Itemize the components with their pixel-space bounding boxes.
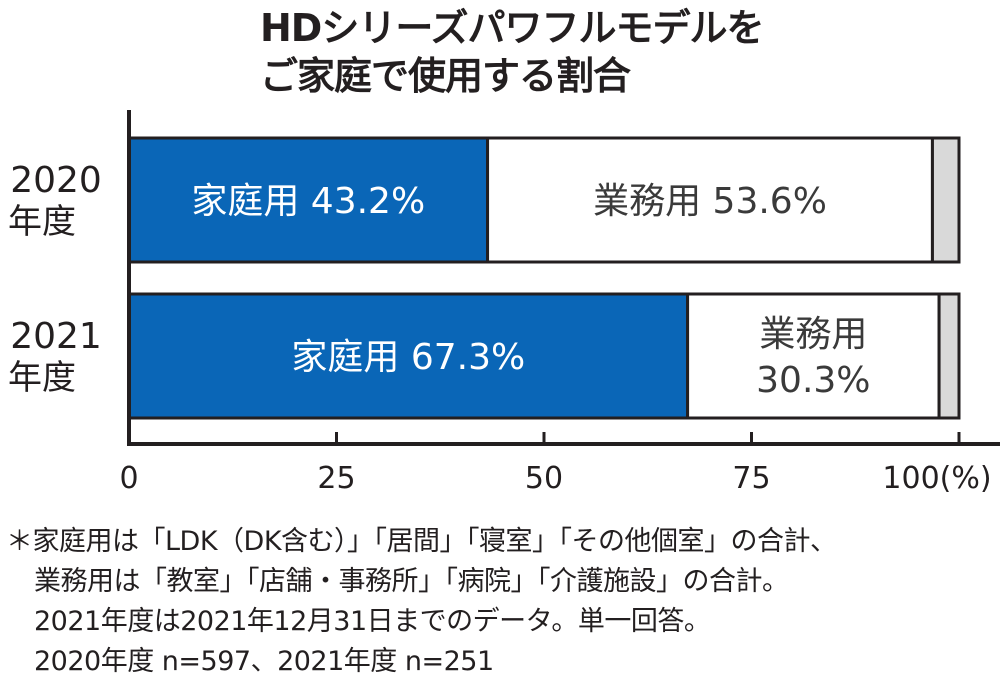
data-label-2-1-1: 家庭用 67.3%	[291, 337, 525, 378]
category-label-1-year: 2020	[10, 160, 102, 201]
data-label-2-2-2: 30.3%	[756, 360, 870, 401]
footnote: ＊家庭用は「LDK（DK含む）」「居間」「寝室」「その他個室」の合計、 業務用は…	[6, 522, 837, 682]
bars-layer: 家庭用 43.2% 業務用 53.6% 家庭用 67.3% 業務用 30.3%	[127, 136, 961, 420]
chart-title-line-2: ご家庭で使用する割合	[260, 54, 631, 98]
category-label-1-suffix: 年度	[8, 202, 76, 242]
footnote-line-2: 業務用は「教室」「店舗・事務所」「病院」「介護施設」の合計。	[34, 566, 789, 597]
stacked-bar-chart: 家庭用 43.2% 業務用 53.6% 家庭用 67.3% 業務用 30.3% 0 25 5…	[8, 110, 1000, 496]
x-tick-label-2: 25	[317, 461, 355, 496]
data-label-1-2-1: 業務用 53.6%	[593, 181, 827, 222]
data-label-2-2-1: 業務用	[759, 314, 867, 355]
footnote-line-3: 2021年度は2021年12月31日までのデータ。単一回答。	[34, 606, 711, 637]
chart-title-line-1: HDシリーズパワフルモデルを	[260, 6, 764, 50]
footnote-line-4: 2020年度 n=597、2021年度 n=251	[34, 646, 494, 677]
footnote-line-1: ＊家庭用は「LDK（DK含む）」「居間」「寝室」「その他個室」の合計、	[6, 526, 837, 557]
category-label-2-suffix: 年度	[8, 358, 76, 398]
category-label-2-year: 2021	[10, 316, 102, 357]
chart-title: HDシリーズパワフルモデルを ご家庭で使用する割合	[260, 4, 764, 100]
bar-2-segment-3	[937, 292, 961, 420]
x-tick-label-1: 0	[119, 461, 138, 496]
data-label-1-1-1: 家庭用 43.2%	[191, 181, 425, 222]
x-tick-label-3: 50	[525, 461, 563, 496]
bar-2-segment-2	[686, 292, 941, 420]
bar-1-segment-3	[930, 136, 961, 264]
x-tick-label-4: 75	[732, 461, 770, 496]
x-axis: 0 25 50 75 100(%)	[119, 110, 1000, 496]
bar-1-segment-1	[127, 136, 490, 264]
x-tick-label-5: 100(%)	[882, 461, 991, 496]
